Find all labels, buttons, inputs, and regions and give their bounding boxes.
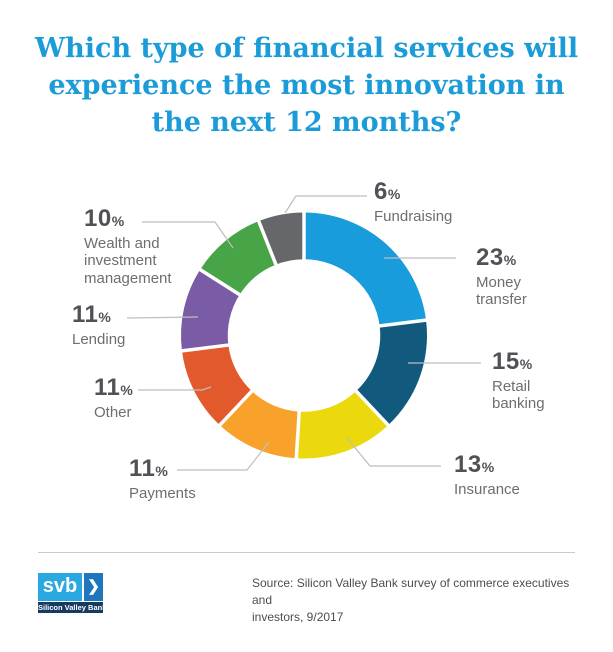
svb-logo: svb ❯ Silicon Valley Bank xyxy=(38,573,107,613)
slice-insurance xyxy=(296,391,389,459)
callout-other: 11% Other xyxy=(94,374,134,422)
segment-value: 11% xyxy=(129,455,169,482)
callout-wealth: 10% Wealth and investment management xyxy=(84,207,184,287)
callout-money-transfer: 23% Money transfer xyxy=(476,246,546,309)
callout-payments: 11% Payments xyxy=(129,455,196,503)
donut-slices xyxy=(178,209,430,462)
slice-separator xyxy=(352,387,392,429)
segment-value: 15% xyxy=(492,348,533,375)
leader-lines xyxy=(126,195,481,471)
footer-divider xyxy=(38,552,575,553)
title-line: Which type of financial services will xyxy=(34,33,579,64)
slice-separator xyxy=(255,217,279,269)
title-line: experience the most innovation in xyxy=(48,70,565,101)
page-title: Which type of financial services will ex… xyxy=(0,30,613,141)
leader-payments xyxy=(177,441,270,471)
callout-retail-banking: 15% Retail banking xyxy=(492,350,562,413)
slice-separator xyxy=(376,317,430,329)
svb-logo-name: Silicon Valley Bank xyxy=(38,602,107,613)
callout-fundraising: 6% Fundraising xyxy=(374,178,453,226)
segment-label: Other xyxy=(94,404,132,421)
slice-wealth-and-investment-management xyxy=(200,221,276,295)
segment-value: 13% xyxy=(454,451,495,478)
segment-value: 23% xyxy=(476,244,517,271)
segment-label: Money transfer xyxy=(476,274,527,309)
callout-insurance: 13% Insurance xyxy=(454,451,520,499)
segment-label: Retail banking xyxy=(492,378,545,413)
callout-lending: 11% Lending xyxy=(72,301,126,349)
slice-lending xyxy=(180,269,240,351)
slice-separator xyxy=(216,387,256,429)
slice-fundraising xyxy=(258,212,304,265)
leader-fundraising xyxy=(284,195,367,214)
slice-retail-banking xyxy=(356,320,428,426)
segment-label: Wealth and investment management xyxy=(84,235,172,287)
svb-logo-abbr: svb xyxy=(38,573,82,601)
segment-label: Lending xyxy=(72,331,126,348)
leader-other xyxy=(138,386,212,391)
slice-separator xyxy=(178,342,232,354)
leader-wealth xyxy=(142,221,234,249)
segment-value: 11% xyxy=(94,374,134,401)
leader-insurance xyxy=(346,437,441,467)
segment-value: 10% xyxy=(84,205,125,232)
source-note: Source: Silicon Valley Bank survey of co… xyxy=(252,576,570,624)
slice-money-transfer xyxy=(304,212,427,326)
slice-payments xyxy=(219,391,300,459)
slice-separator xyxy=(196,266,244,298)
title-line: the next 12 months? xyxy=(151,107,462,138)
leader-lending xyxy=(126,316,199,319)
slice-other xyxy=(181,345,252,426)
slice-separator xyxy=(294,408,302,462)
chevron-right-icon: ❯ xyxy=(84,573,103,601)
segment-label: Insurance xyxy=(454,481,520,498)
segment-value: 11% xyxy=(72,301,112,328)
segment-label: Payments xyxy=(129,485,196,502)
segment-label: Fundraising xyxy=(374,208,453,225)
segment-value: 6% xyxy=(374,178,401,205)
